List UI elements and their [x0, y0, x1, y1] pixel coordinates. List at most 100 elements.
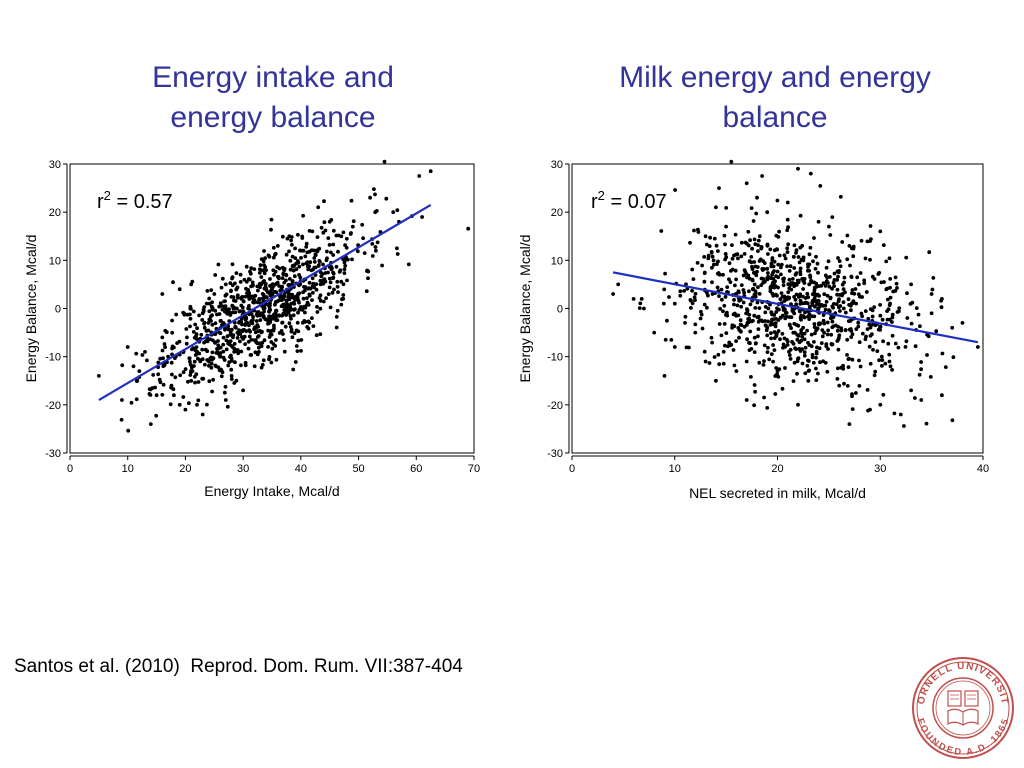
- data-point: [304, 241, 309, 246]
- data-point: [830, 319, 835, 324]
- data-point: [360, 222, 365, 227]
- data-point: [255, 323, 260, 327]
- data-point: [241, 337, 246, 341]
- data-point: [800, 334, 805, 339]
- data-point: [765, 266, 770, 271]
- data-point: [761, 363, 766, 367]
- data-point: [748, 302, 753, 307]
- y-tick-label: 20: [49, 207, 61, 219]
- data-point: [801, 278, 806, 283]
- data-point: [326, 236, 331, 241]
- data-point: [318, 332, 323, 337]
- data-point: [329, 218, 334, 222]
- data-point: [205, 358, 210, 362]
- data-point: [960, 321, 965, 325]
- data-point: [887, 303, 892, 307]
- data-point: [303, 288, 307, 293]
- data-point: [782, 299, 787, 303]
- data-point: [827, 284, 832, 289]
- data-point: [384, 196, 389, 201]
- data-point: [772, 336, 777, 340]
- data-point: [801, 255, 806, 260]
- data-point: [217, 330, 222, 335]
- data-point: [724, 224, 728, 229]
- data-point: [271, 268, 276, 273]
- y-tick-label: 10: [49, 255, 61, 267]
- data-point: [209, 288, 214, 292]
- data-point: [338, 268, 343, 273]
- data-point: [895, 286, 899, 290]
- data-point: [263, 282, 268, 286]
- data-point: [816, 284, 821, 288]
- data-point: [295, 320, 300, 325]
- data-point: [774, 366, 779, 370]
- data-point: [187, 401, 191, 406]
- data-point: [687, 345, 691, 350]
- data-point: [284, 252, 289, 257]
- data-point: [299, 256, 303, 260]
- data-point: [724, 255, 729, 260]
- data-point: [803, 345, 808, 350]
- data-point: [286, 310, 291, 315]
- data-point: [188, 316, 193, 321]
- data-point: [196, 398, 201, 403]
- data-point: [838, 264, 843, 269]
- data-point: [295, 295, 300, 300]
- data-point: [705, 242, 709, 247]
- data-point: [845, 337, 850, 342]
- data-point: [887, 256, 892, 261]
- data-point: [733, 268, 738, 273]
- data-point: [726, 344, 730, 349]
- data-point: [239, 363, 243, 368]
- data-point: [304, 245, 309, 249]
- data-point: [783, 366, 787, 370]
- data-point: [291, 268, 296, 273]
- data-point: [240, 305, 245, 310]
- data-point: [182, 312, 187, 317]
- data-point: [727, 261, 732, 266]
- data-point: [857, 340, 862, 345]
- data-point: [909, 388, 913, 393]
- data-point: [752, 403, 756, 408]
- data-point: [246, 288, 251, 293]
- data-point: [705, 305, 709, 310]
- data-point: [709, 335, 714, 340]
- data-point: [391, 210, 396, 215]
- data-point: [776, 262, 781, 267]
- data-point: [699, 309, 703, 314]
- data-point: [860, 331, 865, 336]
- data-point: [754, 211, 759, 216]
- data-point: [334, 233, 339, 238]
- data-point: [799, 331, 803, 335]
- y-tick-label: -30: [45, 448, 61, 460]
- data-point: [368, 195, 372, 200]
- data-point: [147, 392, 152, 396]
- data-point: [349, 198, 354, 203]
- data-point: [878, 303, 882, 307]
- data-point: [362, 251, 367, 256]
- data-point: [738, 318, 743, 323]
- data-point: [759, 283, 764, 288]
- data-point: [729, 342, 734, 347]
- data-point: [851, 301, 856, 305]
- data-point: [330, 290, 335, 295]
- data-point: [822, 330, 826, 335]
- data-point: [788, 264, 793, 269]
- data-point: [774, 332, 779, 337]
- data-point: [888, 285, 892, 290]
- title-left-line-2: energy balance: [170, 101, 376, 134]
- data-point: [639, 297, 644, 301]
- data-point: [287, 291, 291, 296]
- data-point: [750, 267, 755, 271]
- data-point: [836, 274, 840, 279]
- data-point: [232, 342, 237, 346]
- data-point: [188, 324, 192, 329]
- data-point: [280, 320, 284, 325]
- data-point: [678, 293, 683, 298]
- data-point: [290, 242, 294, 247]
- data-point: [768, 247, 773, 252]
- data-point: [878, 324, 882, 329]
- data-point: [797, 260, 802, 265]
- data-point: [824, 344, 829, 349]
- data-point: [256, 310, 261, 314]
